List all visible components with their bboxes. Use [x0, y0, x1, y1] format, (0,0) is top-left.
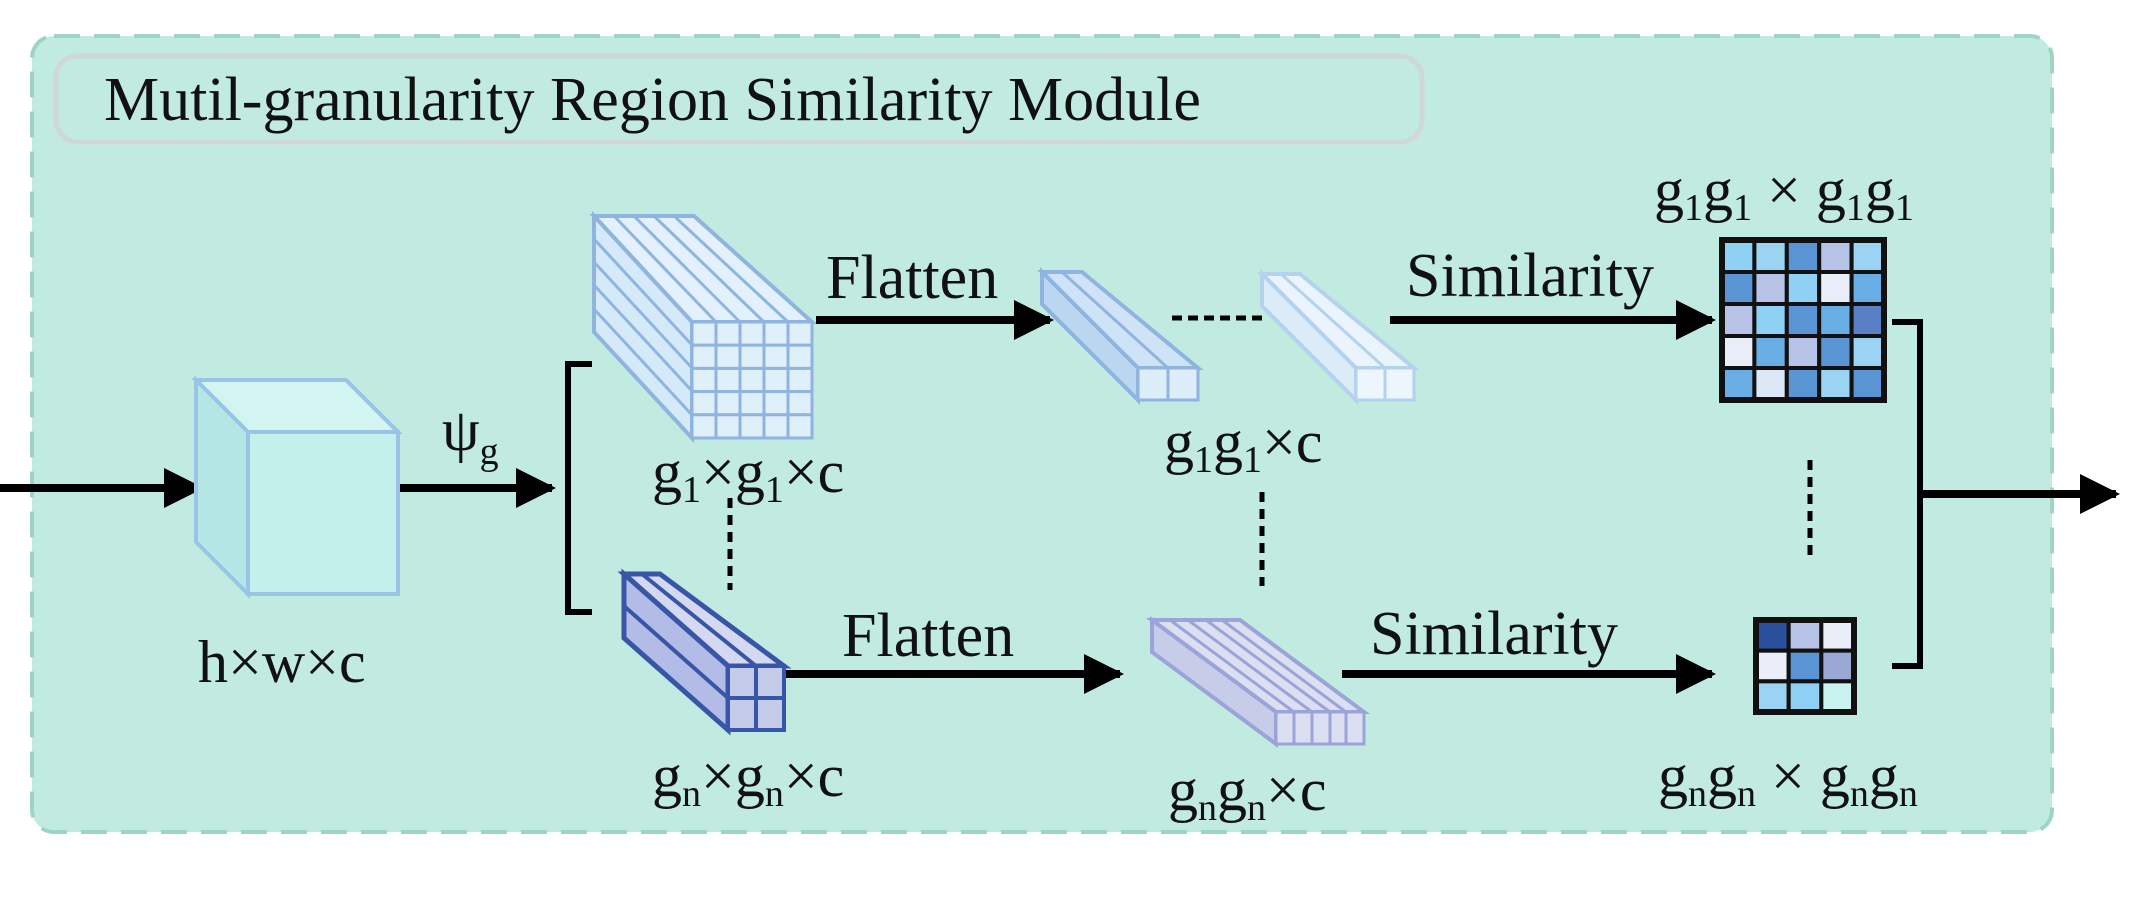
- top-grid-cell: [738, 366, 766, 394]
- top-grid-cell: [714, 413, 742, 440]
- top-flat-vector-1: [1037, 267, 1204, 405]
- top-grid-cell: [738, 320, 766, 347]
- input-shape-label: h×w×c: [198, 629, 366, 695]
- bottom-similarity-label: Similarity: [1370, 600, 1618, 668]
- top-grid-cell: [690, 320, 718, 347]
- bottom-matrix-border: [1753, 617, 1857, 715]
- top-grid-cell: [690, 413, 718, 440]
- top-matrix-cell: [1849, 334, 1886, 370]
- top-matrix-cell: [1752, 366, 1789, 402]
- top-grid-label: g1×g1×c: [652, 439, 844, 511]
- top-matrix-label: g1g1 × g1g1: [1654, 157, 1914, 229]
- top-matrix-cell: [1752, 238, 1789, 274]
- bottom-flat-vector: [1145, 616, 1371, 748]
- top-matrix-cell: [1752, 302, 1789, 338]
- top-grid-cell: [786, 366, 814, 394]
- top-matrix-cell: [1720, 366, 1757, 402]
- module-panel: [30, 34, 2054, 834]
- top-matrix-cell: [1720, 334, 1757, 370]
- top-matrix-cell: [1784, 334, 1822, 370]
- bottom-matrix-cell: [1754, 618, 1791, 653]
- bottom-matrix-cell: [1754, 679, 1791, 714]
- top-grid-cell: [714, 366, 742, 394]
- top-matrix-cell: [1849, 238, 1886, 274]
- top-matrix-border: [1719, 237, 1887, 403]
- bottom-matrix-cell: [1786, 679, 1824, 714]
- top-grid-cell: [762, 366, 790, 394]
- bottom-matrix-cell: [1819, 618, 1857, 653]
- top-grid-cell: [738, 390, 766, 417]
- input-feature-cube: [191, 375, 403, 599]
- title-box: [53, 53, 1425, 145]
- top-grid-cell: [714, 390, 742, 417]
- top-matrix-cell: [1752, 270, 1789, 306]
- bottom-matrix-cell: [1819, 679, 1857, 714]
- top-matrix-cell: [1849, 302, 1886, 338]
- bottom-matrix-label: gngn × gngn: [1658, 743, 1918, 815]
- top-matrix-cell: [1720, 302, 1757, 338]
- top-matrix-cell: [1720, 270, 1757, 306]
- bottom-matrix-cell: [1754, 648, 1791, 684]
- top-grid-cell: [762, 413, 790, 440]
- top-grid-cell: [738, 413, 766, 440]
- top-matrix-cell: [1817, 270, 1854, 306]
- top-flatten-label: Flatten: [826, 244, 998, 312]
- top-grid-cell: [738, 343, 766, 370]
- branch-bracket: [565, 361, 592, 615]
- top-grid-cell: [762, 320, 790, 347]
- top-matrix-cell: [1752, 334, 1789, 370]
- top-grid-cell: [786, 320, 814, 347]
- top-similarity-matrix: [1719, 237, 1887, 403]
- bottom-matrix-cell: [1786, 618, 1824, 653]
- bottom-flat-label: gngn×c: [1168, 757, 1326, 829]
- top-matrix-cell: [1817, 302, 1854, 338]
- top-grid-cell: [690, 343, 718, 370]
- pooling-label: ψg: [442, 397, 499, 473]
- top-flat-vector-2: [1257, 269, 1420, 405]
- top-matrix-cell: [1817, 334, 1854, 370]
- top-similarity-label: Similarity: [1406, 242, 1654, 310]
- top-grid-cell: [786, 390, 814, 417]
- top-matrix-cell: [1720, 238, 1757, 274]
- bottom-grid-block: [617, 568, 792, 736]
- top-grid-cell: [714, 320, 742, 347]
- top-grid-block: [589, 210, 818, 444]
- bottom-matrix-cell: [1786, 648, 1824, 684]
- top-grid-cell: [690, 366, 718, 394]
- top-flat-label: g1g1×c: [1164, 409, 1322, 481]
- top-matrix-cell: [1817, 238, 1854, 274]
- bottom-flatten-label: Flatten: [842, 602, 1014, 670]
- top-matrix-cell: [1784, 366, 1822, 402]
- top-matrix-cell: [1849, 270, 1886, 306]
- module-title: Mutil-granularity Region Similarity Modu…: [104, 66, 1201, 134]
- top-matrix-cell: [1784, 270, 1822, 306]
- top-grid-cell: [690, 390, 718, 417]
- top-matrix-cell: [1817, 366, 1854, 402]
- bottom-similarity-matrix: [1753, 617, 1857, 715]
- top-matrix-cell: [1849, 366, 1886, 402]
- top-grid-cell: [762, 390, 790, 417]
- top-grid-cell: [786, 343, 814, 370]
- top-grid-cell: [714, 343, 742, 370]
- top-matrix-cell: [1784, 302, 1822, 338]
- top-matrix-cell: [1784, 238, 1822, 274]
- top-grid-cell: [786, 413, 814, 440]
- bottom-matrix-cell: [1819, 648, 1857, 684]
- bottom-grid-label: gn×gn×c: [652, 743, 844, 815]
- top-grid-cell: [762, 343, 790, 370]
